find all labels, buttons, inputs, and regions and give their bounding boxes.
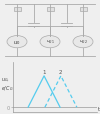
Bar — [83, 8, 86, 12]
Circle shape — [7, 36, 27, 48]
Circle shape — [40, 36, 60, 48]
Bar — [46, 8, 50, 12]
Bar — [17, 8, 20, 12]
Text: $e/C_G$: $e/C_G$ — [1, 84, 14, 93]
Bar — [14, 8, 17, 12]
Bar — [80, 8, 83, 12]
Text: 1: 1 — [42, 70, 46, 75]
Circle shape — [73, 36, 93, 48]
Text: $u_{G2}$: $u_{G2}$ — [79, 39, 87, 46]
Bar — [50, 8, 54, 12]
Text: $u_G,$: $u_G,$ — [1, 76, 10, 84]
Text: t: t — [98, 106, 100, 111]
Text: $u_{G1}$: $u_{G1}$ — [46, 39, 54, 46]
Text: 2: 2 — [59, 70, 63, 75]
Text: $u_0$: $u_0$ — [13, 38, 21, 46]
